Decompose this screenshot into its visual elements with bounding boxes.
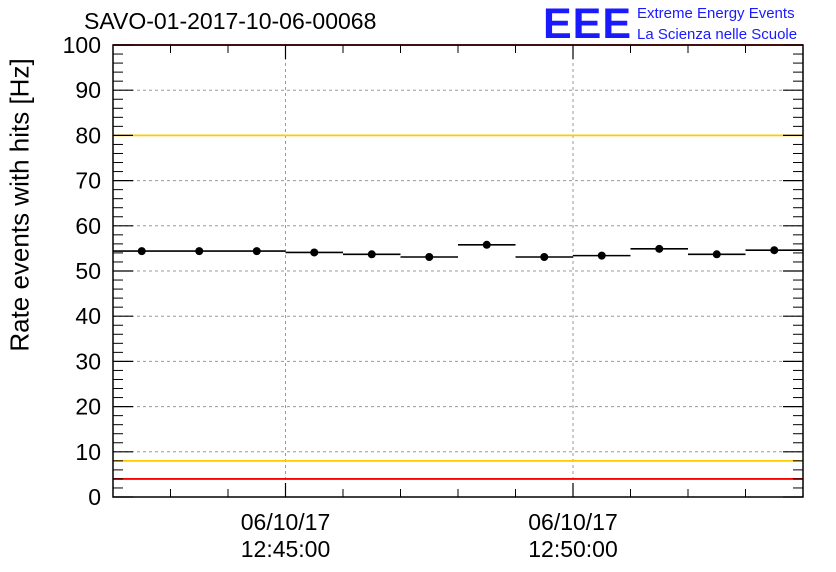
y-tick-label: 70 bbox=[75, 168, 101, 194]
data-point bbox=[195, 247, 204, 256]
x-tick-date: 06/10/17 bbox=[241, 509, 331, 535]
data-point bbox=[137, 247, 146, 256]
y-tick-labels: 0 10 20 30 40 50 60 70 80 90 100 bbox=[63, 32, 101, 510]
y-tick-label: 90 bbox=[75, 77, 101, 103]
grid-lines bbox=[113, 45, 803, 497]
logo-mark: EEE bbox=[543, 0, 633, 48]
x-tick-date: 06/10/17 bbox=[528, 509, 618, 535]
data-point bbox=[597, 251, 606, 260]
data-point bbox=[482, 240, 491, 249]
y-tick-label: 50 bbox=[75, 258, 101, 284]
axis-ticks bbox=[113, 44, 803, 498]
y-tick-label: 20 bbox=[75, 394, 101, 420]
data-point bbox=[310, 248, 319, 257]
data-point bbox=[770, 246, 779, 255]
plot-frame bbox=[112, 44, 804, 498]
y-tick-label: 80 bbox=[75, 122, 101, 148]
logo-line-1: Extreme Energy Events bbox=[637, 5, 795, 22]
chart-title: SAVO-01-2017-10-06-00068 bbox=[84, 8, 377, 34]
x-tick-time: 12:50:00 bbox=[528, 536, 618, 562]
data-point bbox=[252, 247, 261, 256]
x-tick-time: 12:45:00 bbox=[241, 536, 331, 562]
y-tick-label: 40 bbox=[75, 303, 101, 329]
reference-lines bbox=[113, 44, 803, 480]
y-tick-label: 0 bbox=[88, 484, 101, 510]
data-point bbox=[655, 244, 664, 253]
data-points bbox=[113, 240, 803, 261]
data-point bbox=[367, 250, 376, 259]
y-tick-label: 30 bbox=[75, 348, 101, 374]
y-tick-label: 100 bbox=[63, 32, 101, 58]
y-tick-label: 10 bbox=[75, 439, 101, 465]
data-point bbox=[712, 250, 721, 259]
y-tick-label: 60 bbox=[75, 213, 101, 239]
data-point bbox=[540, 252, 549, 261]
logo-line-2: La Scienza nelle Scuole bbox=[637, 26, 798, 43]
data-point bbox=[425, 252, 434, 261]
